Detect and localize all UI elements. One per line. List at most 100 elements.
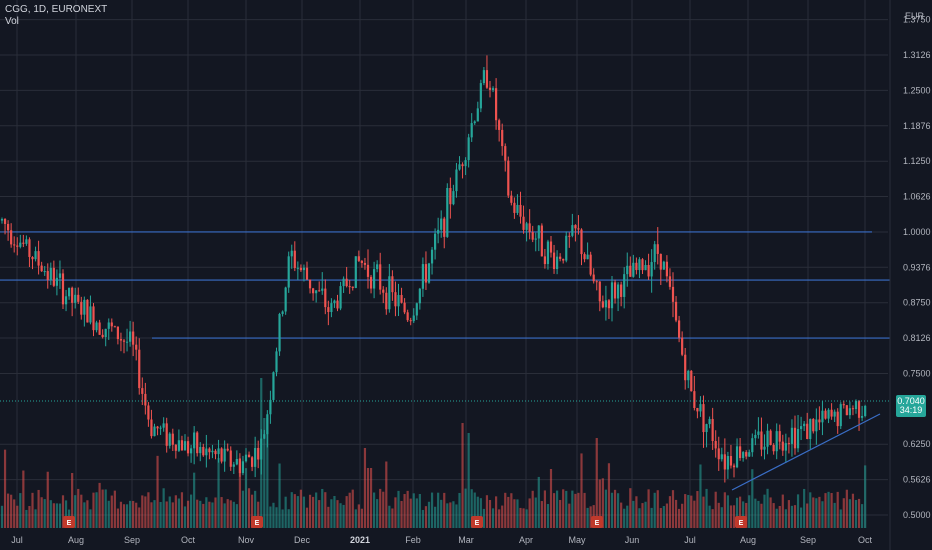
volume-bar	[522, 508, 525, 528]
volume-bar	[400, 500, 403, 528]
volume-bar	[705, 488, 708, 528]
candle-body	[556, 256, 559, 270]
candle-body	[235, 458, 238, 465]
candle-body	[22, 242, 25, 244]
volume-bar	[122, 504, 126, 528]
time-axis[interactable]: Jul Aug Sep Oct Nov Dec 2021 Feb Mar Apr May Jun Jul…	[11, 535, 872, 545]
volume-bar	[778, 505, 781, 528]
earnings-marker[interactable]: E	[63, 516, 75, 528]
volume-bar	[857, 498, 861, 528]
volume-bar	[244, 468, 248, 528]
volume-bar	[247, 488, 251, 528]
price-tick-label: 1.3126	[903, 50, 931, 60]
volume-bar	[601, 478, 604, 528]
volume-bar	[464, 488, 467, 528]
candle-body	[735, 446, 739, 468]
time-tick-label: Feb	[405, 535, 421, 545]
candle-body	[37, 251, 40, 266]
candle-body	[357, 256, 360, 261]
candle-body	[516, 204, 519, 213]
candle-body	[641, 259, 644, 271]
volume-bar	[129, 500, 132, 528]
candle-body	[461, 164, 464, 167]
candle-body	[455, 169, 458, 192]
candle-body	[482, 70, 485, 84]
candle-body	[373, 269, 376, 289]
time-tick-label: Oct	[181, 535, 196, 545]
candle-body	[251, 457, 254, 467]
volume-bar	[19, 493, 22, 528]
candle-body	[13, 244, 16, 246]
rising-trendline[interactable]	[731, 413, 881, 491]
candle-body	[702, 404, 705, 433]
earnings-badge-label: E	[255, 520, 260, 527]
candle-body	[138, 349, 141, 389]
volume-indicator-label[interactable]: Vol	[5, 16, 19, 27]
volume-bar	[589, 506, 592, 528]
candle-body	[150, 419, 153, 437]
earnings-marker[interactable]: E	[471, 516, 483, 528]
candle-body	[269, 399, 272, 415]
volume-bar	[13, 499, 16, 528]
price-axis[interactable]: EUR 1.3750 1.3126 1.2500 1.1876 1.1250 1.0626…	[903, 11, 931, 520]
candle-body	[479, 83, 482, 109]
volume-bar	[842, 498, 845, 528]
candle-body	[351, 286, 354, 288]
candle-body	[342, 278, 345, 287]
volume-bar	[775, 508, 778, 528]
candle-body	[803, 423, 806, 427]
earnings-marker[interactable]: E	[591, 516, 603, 528]
volume-bar	[342, 504, 345, 528]
chart-legend: CGG, 1D, EURONEXT Vol	[5, 4, 107, 28]
volume-bar	[366, 468, 370, 528]
candle-body	[674, 301, 678, 321]
volume-bar	[217, 457, 220, 528]
candle-body	[263, 434, 266, 439]
volume-bar	[766, 488, 769, 528]
volume-bar	[305, 507, 309, 528]
volume-bar	[318, 500, 321, 528]
volume-bar	[415, 498, 418, 528]
candle-body	[668, 276, 672, 287]
volume-bar	[607, 463, 611, 528]
price-tick-label: 1.2500	[903, 85, 931, 95]
trendline[interactable]	[731, 413, 881, 491]
price-tick-label: 0.6250	[903, 439, 931, 449]
candle-body	[83, 299, 86, 315]
candle-body	[793, 427, 797, 449]
current-price-value: 0.7040	[897, 396, 925, 406]
volume-bar	[266, 418, 269, 528]
candle-body	[806, 423, 809, 440]
volume-bar	[485, 495, 489, 528]
volume-bar	[735, 497, 739, 528]
volume-bar	[430, 492, 434, 528]
candle-body	[260, 438, 263, 460]
candle-body	[464, 160, 467, 167]
volume-bar	[132, 500, 135, 528]
candle-body	[549, 241, 553, 253]
time-tick-label: Aug	[740, 535, 756, 545]
candle-body	[507, 160, 510, 196]
candle-body	[626, 265, 629, 275]
candle-body	[845, 405, 848, 416]
horizontal-levels[interactable]	[0, 231, 890, 339]
earnings-marker[interactable]: E	[251, 516, 263, 528]
candle-body	[446, 187, 449, 237]
volume-bar	[357, 504, 360, 528]
price-tick-label: 0.9376	[903, 262, 931, 272]
candle-body	[180, 440, 184, 451]
candle-body	[607, 300, 611, 309]
symbol-title[interactable]: CGG, 1D, EURONEXT	[5, 4, 108, 15]
candle-body	[824, 410, 827, 419]
volume-bar	[168, 496, 171, 528]
candle-body	[110, 322, 113, 327]
earnings-marker[interactable]: E	[735, 516, 747, 528]
volume-bar	[107, 500, 110, 528]
volume-bar	[116, 508, 119, 528]
volume-bar	[437, 492, 440, 528]
volume-bar	[379, 488, 382, 528]
candle-body	[681, 337, 684, 355]
candle-body	[665, 261, 668, 277]
